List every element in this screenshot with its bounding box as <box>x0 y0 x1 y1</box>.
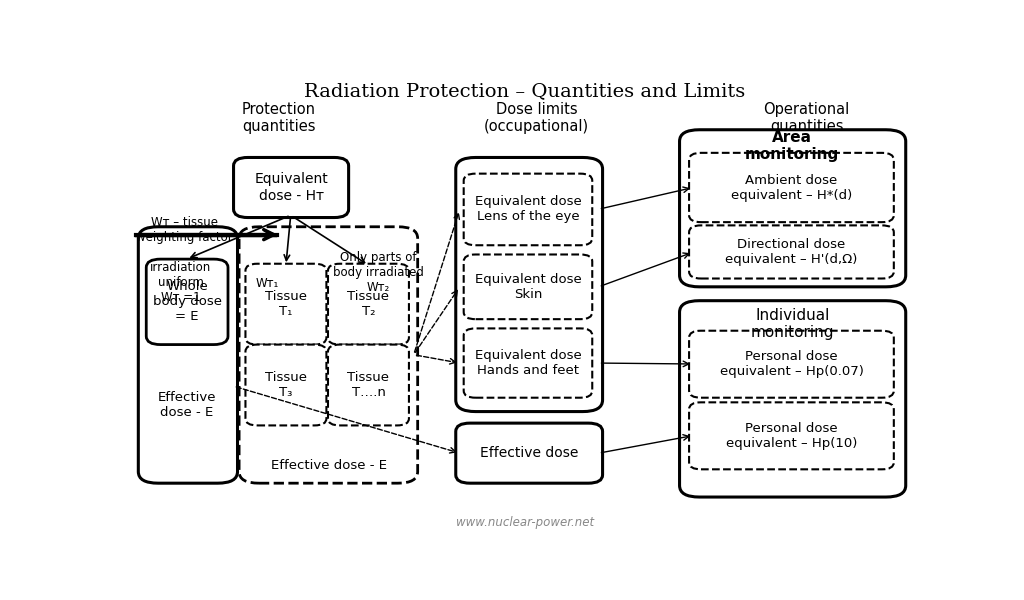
Text: Individual
monitoring: Individual monitoring <box>751 308 834 340</box>
FancyBboxPatch shape <box>464 328 592 398</box>
Text: Tissue
T₃: Tissue T₃ <box>265 371 307 399</box>
Text: Equivalent
dose - Hᴛ: Equivalent dose - Hᴛ <box>254 172 328 203</box>
FancyBboxPatch shape <box>328 344 409 425</box>
FancyBboxPatch shape <box>456 423 602 483</box>
FancyBboxPatch shape <box>689 226 894 278</box>
Text: Equivalent dose
Skin: Equivalent dose Skin <box>474 273 582 301</box>
FancyBboxPatch shape <box>680 130 905 287</box>
Text: Wᴛ₁: Wᴛ₁ <box>255 277 279 290</box>
Text: Personal dose
equivalent – Hp(0.07): Personal dose equivalent – Hp(0.07) <box>720 350 863 378</box>
Text: Tissue
T₁: Tissue T₁ <box>265 290 307 318</box>
FancyBboxPatch shape <box>689 331 894 398</box>
Text: Equivalent dose
Lens of the eye: Equivalent dose Lens of the eye <box>474 196 582 223</box>
Text: Tissue
T₂: Tissue T₂ <box>347 290 389 318</box>
Text: Dose limits
(occupational): Dose limits (occupational) <box>484 102 589 134</box>
Text: Protection
quantities: Protection quantities <box>242 102 315 134</box>
FancyBboxPatch shape <box>680 301 905 497</box>
FancyBboxPatch shape <box>689 153 894 222</box>
FancyBboxPatch shape <box>328 264 409 344</box>
FancyBboxPatch shape <box>239 227 418 483</box>
Text: Radiation Protection – Quantities and Limits: Radiation Protection – Quantities and Li… <box>304 82 745 100</box>
Text: Directional dose
equivalent – H'(d,Ω): Directional dose equivalent – H'(d,Ω) <box>725 238 858 266</box>
Text: Whole
body dose
= E: Whole body dose = E <box>153 280 221 323</box>
FancyBboxPatch shape <box>146 259 228 344</box>
Text: Ambient dose
equivalent – H*(d): Ambient dose equivalent – H*(d) <box>731 173 852 202</box>
FancyBboxPatch shape <box>464 254 592 319</box>
Text: Personal dose
equivalent – Hp(10): Personal dose equivalent – Hp(10) <box>726 422 857 450</box>
FancyBboxPatch shape <box>456 157 602 412</box>
Text: Operational
quantities: Operational quantities <box>764 102 850 134</box>
Text: www.nuclear-power.net: www.nuclear-power.net <box>456 516 594 529</box>
Text: Effective dose - E: Effective dose - E <box>270 459 387 472</box>
FancyBboxPatch shape <box>138 227 238 483</box>
FancyBboxPatch shape <box>233 157 348 218</box>
Text: Area
monitoring: Area monitoring <box>745 130 840 162</box>
Text: Effective dose: Effective dose <box>480 446 579 460</box>
FancyBboxPatch shape <box>246 264 327 344</box>
Text: irradiation
uniform
Wᴛ =1: irradiation uniform Wᴛ =1 <box>151 261 212 304</box>
FancyBboxPatch shape <box>464 173 592 245</box>
FancyBboxPatch shape <box>246 344 327 425</box>
Text: Tissue
T….n: Tissue T….n <box>347 371 389 399</box>
Text: Equivalent dose
Hands and feet: Equivalent dose Hands and feet <box>474 349 582 377</box>
FancyBboxPatch shape <box>689 403 894 469</box>
Text: Only parts of
body irradiated
Wᴛ₂: Only parts of body irradiated Wᴛ₂ <box>333 251 424 295</box>
Text: Effective
dose - E: Effective dose - E <box>158 391 216 419</box>
Text: Wᴛ – tissue
weighting factor: Wᴛ – tissue weighting factor <box>136 216 232 244</box>
